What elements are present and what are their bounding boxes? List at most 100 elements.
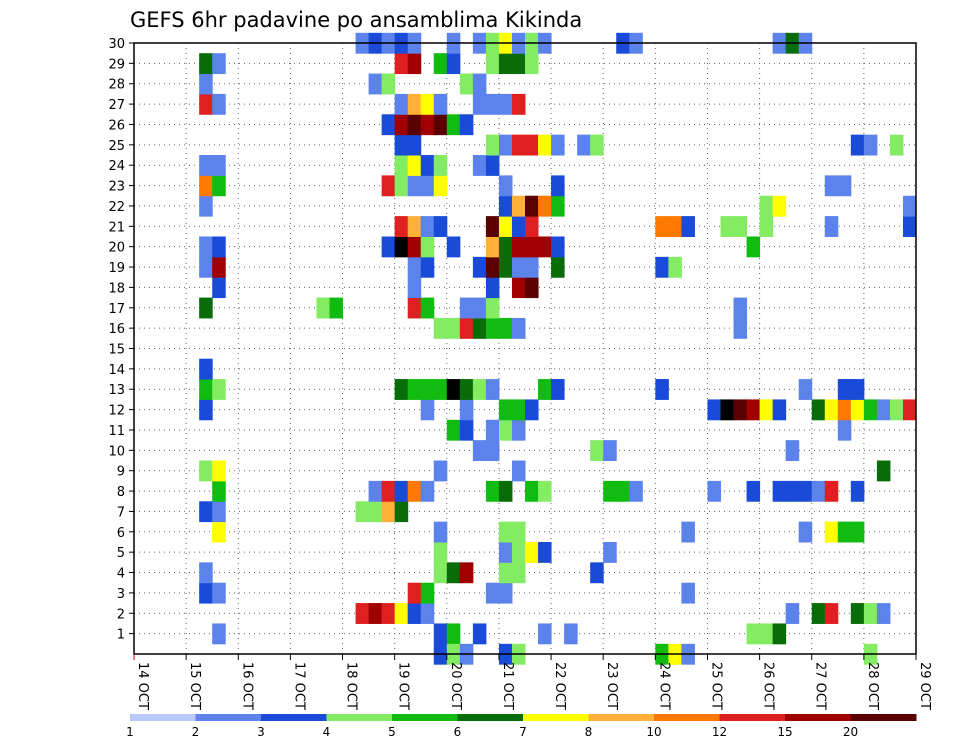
data-cell xyxy=(394,53,409,75)
data-cell xyxy=(407,216,422,237)
data-cell xyxy=(433,317,448,339)
data-cell xyxy=(538,623,552,645)
data-cell xyxy=(902,195,917,217)
data-cell xyxy=(733,216,748,237)
data-cell xyxy=(394,134,409,156)
data-cell xyxy=(446,379,461,400)
data-cell xyxy=(511,460,526,482)
data-cell xyxy=(199,155,213,176)
data-cell xyxy=(433,379,448,400)
data-cell xyxy=(551,195,565,217)
data-cell xyxy=(498,216,513,237)
data-cell xyxy=(525,399,539,421)
data-cell xyxy=(199,460,213,482)
data-cell xyxy=(212,460,226,482)
data-cell xyxy=(199,297,213,319)
data-cell xyxy=(472,317,487,339)
data-cell xyxy=(420,155,435,176)
colorbar-label: 20 xyxy=(843,725,858,739)
y-tick-label: 6 xyxy=(117,526,125,541)
data-cell xyxy=(381,114,396,136)
data-cell xyxy=(394,114,409,136)
data-cell xyxy=(472,623,487,645)
y-tick-label: 16 xyxy=(108,322,125,337)
data-cell xyxy=(616,480,630,502)
data-cell xyxy=(538,480,552,502)
data-cell xyxy=(199,53,213,75)
data-cell xyxy=(668,216,682,237)
data-cell xyxy=(459,399,474,421)
data-cell xyxy=(525,480,539,502)
data-cell xyxy=(485,277,500,299)
x-tick-label: 24 OCT xyxy=(656,662,671,710)
data-cell xyxy=(733,297,748,319)
y-tick-label: 19 xyxy=(108,261,125,276)
data-cell xyxy=(407,134,422,156)
data-cell xyxy=(551,379,565,400)
data-cell xyxy=(420,216,435,237)
x-tick-label: 25 OCT xyxy=(708,662,723,710)
data-cell xyxy=(511,93,526,115)
y-tick-label: 11 xyxy=(108,424,125,439)
colorbar-label: 8 xyxy=(585,725,593,739)
data-cell xyxy=(850,399,865,421)
x-tick-label: 29 OCT xyxy=(917,662,932,710)
y-tick-label: 14 xyxy=(108,363,125,378)
data-cell xyxy=(199,175,213,197)
colorbar-label: 3 xyxy=(257,725,265,739)
data-cell xyxy=(199,399,213,421)
x-tick-label: 17 OCT xyxy=(291,662,306,710)
data-cell xyxy=(772,480,787,502)
x-tick-label: 18 OCT xyxy=(344,662,359,710)
data-cell xyxy=(433,623,448,645)
data-cell xyxy=(199,501,213,523)
data-cell xyxy=(824,480,839,502)
data-cell xyxy=(485,317,500,339)
data-cell xyxy=(446,562,461,584)
data-cell xyxy=(199,236,213,258)
data-cell xyxy=(498,93,513,115)
data-cell xyxy=(420,297,435,319)
data-cell xyxy=(498,317,513,339)
data-cell xyxy=(824,175,839,197)
data-cell xyxy=(394,93,409,115)
data-cell xyxy=(199,582,213,604)
data-cell xyxy=(902,216,917,237)
y-tick-label: 17 xyxy=(108,302,125,317)
data-cell xyxy=(420,603,435,624)
data-cell xyxy=(212,277,226,299)
data-cell xyxy=(407,297,422,319)
data-cell xyxy=(498,541,513,563)
data-cell xyxy=(433,460,448,482)
colorbar-legend: 1 2 3 4 5 6 7 8 10 12 15 20 xyxy=(126,714,917,739)
data-cell xyxy=(720,399,735,421)
data-cell xyxy=(485,440,500,462)
colorbar-label: 6 xyxy=(454,725,462,739)
data-cell xyxy=(199,256,213,278)
data-cell xyxy=(850,521,865,543)
data-cell xyxy=(525,277,539,299)
data-cell xyxy=(381,501,396,523)
data-cell xyxy=(394,379,409,400)
data-cell xyxy=(485,236,500,258)
data-cell xyxy=(824,521,839,543)
data-cell xyxy=(876,460,891,482)
data-cell xyxy=(407,155,422,176)
data-cell xyxy=(485,93,500,115)
data-cell xyxy=(212,521,226,543)
y-tick-label: 23 xyxy=(108,180,125,195)
data-cell xyxy=(381,480,396,502)
data-cell xyxy=(525,134,539,156)
data-cell xyxy=(420,480,435,502)
data-cell xyxy=(420,175,435,197)
data-cell xyxy=(420,379,435,400)
colorbar-swatch xyxy=(785,714,851,721)
data-cell xyxy=(511,541,526,563)
y-tick-label: 20 xyxy=(108,241,125,256)
data-cell xyxy=(407,114,422,136)
data-cell xyxy=(212,582,226,604)
y-tick-label: 12 xyxy=(108,404,125,419)
data-cell xyxy=(707,480,721,502)
y-tick-label: 13 xyxy=(108,383,125,398)
data-cell xyxy=(368,603,383,624)
